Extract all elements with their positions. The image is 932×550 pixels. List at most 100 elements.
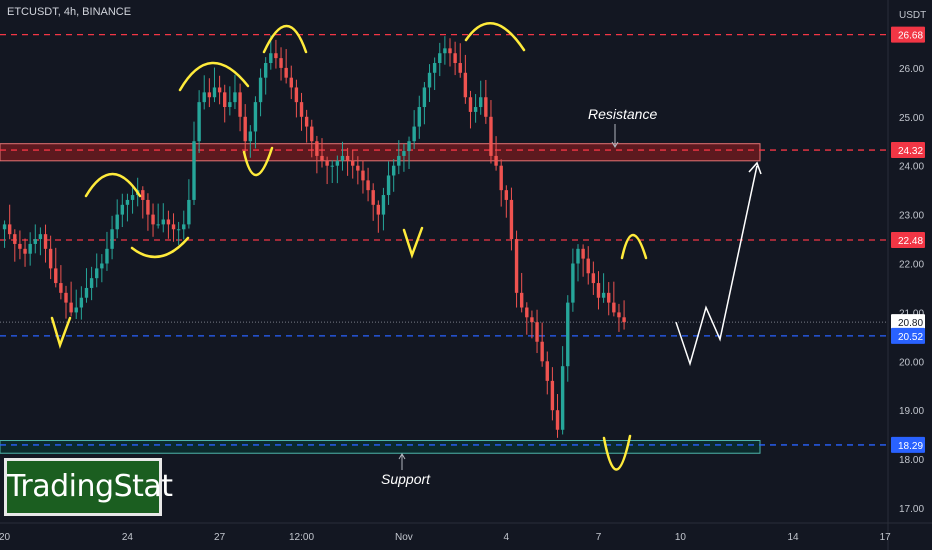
candle-body[interactable] bbox=[115, 214, 119, 230]
candle-body[interactable] bbox=[207, 92, 212, 98]
candle-body[interactable] bbox=[412, 126, 416, 142]
candle-body[interactable] bbox=[448, 48, 452, 54]
candle-body[interactable] bbox=[540, 341, 544, 362]
candle-body[interactable] bbox=[197, 102, 201, 142]
candle-body[interactable] bbox=[258, 77, 263, 103]
candle-body[interactable] bbox=[325, 160, 329, 166]
candle-body[interactable] bbox=[381, 195, 386, 215]
candle-body[interactable] bbox=[402, 151, 406, 156]
candle-body[interactable] bbox=[504, 190, 509, 200]
candle-body[interactable] bbox=[335, 160, 340, 166]
candle-body[interactable] bbox=[432, 63, 437, 73]
candle-body[interactable] bbox=[581, 248, 585, 259]
candle-body[interactable] bbox=[571, 263, 575, 303]
candle-body[interactable] bbox=[146, 199, 150, 215]
candle-body[interactable] bbox=[622, 317, 626, 323]
candle-body[interactable] bbox=[243, 116, 247, 142]
candle-body[interactable] bbox=[263, 63, 268, 78]
candle-body[interactable] bbox=[310, 126, 314, 142]
candle-body[interactable] bbox=[371, 190, 375, 205]
candle-body[interactable] bbox=[479, 97, 483, 108]
candle-body[interactable] bbox=[519, 292, 524, 308]
candle-body[interactable] bbox=[59, 283, 63, 293]
candle-body[interactable] bbox=[54, 268, 58, 284]
candle-body[interactable] bbox=[591, 273, 596, 284]
candle-body[interactable] bbox=[351, 160, 355, 166]
candle-body[interactable] bbox=[612, 302, 616, 313]
candle-body[interactable] bbox=[217, 87, 222, 93]
candle-body[interactable] bbox=[340, 155, 345, 161]
candle-body[interactable] bbox=[560, 366, 565, 430]
candle-body[interactable] bbox=[18, 243, 22, 249]
candle-body[interactable] bbox=[43, 234, 48, 249]
candle-body[interactable] bbox=[28, 243, 32, 254]
candle-body[interactable] bbox=[601, 292, 606, 298]
candle-body[interactable] bbox=[13, 234, 17, 244]
candle-body[interactable] bbox=[509, 199, 514, 240]
candle-body[interactable] bbox=[120, 204, 125, 215]
candle-body[interactable] bbox=[48, 248, 53, 269]
candle-body[interactable] bbox=[187, 199, 191, 225]
candle-body[interactable] bbox=[100, 263, 104, 269]
candle-body[interactable] bbox=[545, 361, 549, 381]
candle-body[interactable] bbox=[192, 141, 196, 200]
candle-body[interactable] bbox=[607, 292, 611, 303]
candle-body[interactable] bbox=[248, 131, 253, 142]
candle-body[interactable] bbox=[566, 302, 570, 367]
candle-body[interactable] bbox=[489, 116, 493, 156]
candle-body[interactable] bbox=[294, 87, 299, 103]
candle-body[interactable] bbox=[494, 155, 498, 166]
candle-body[interactable] bbox=[304, 116, 309, 127]
candle-body[interactable] bbox=[228, 102, 232, 108]
candle-body[interactable] bbox=[7, 224, 12, 235]
candle-body[interactable] bbox=[141, 190, 145, 200]
candle-body[interactable] bbox=[212, 87, 217, 98]
candle-body[interactable] bbox=[499, 165, 503, 191]
candle-body[interactable] bbox=[253, 102, 258, 132]
candle-body[interactable] bbox=[576, 248, 580, 264]
candle-body[interactable] bbox=[458, 63, 462, 73]
candle-body[interactable] bbox=[530, 317, 534, 323]
candle-body[interactable] bbox=[555, 410, 560, 430]
candle-body[interactable] bbox=[23, 248, 27, 254]
candle-body[interactable] bbox=[79, 297, 84, 308]
candle-body[interactable] bbox=[386, 175, 391, 196]
candle-body[interactable] bbox=[453, 53, 457, 64]
candle-body[interactable] bbox=[484, 97, 488, 117]
candle-body[interactable] bbox=[105, 248, 109, 264]
candle-body[interactable] bbox=[550, 380, 555, 411]
candle-body[interactable] bbox=[417, 107, 421, 127]
candle-body[interactable] bbox=[64, 292, 68, 303]
candle-body[interactable] bbox=[514, 239, 519, 293]
candle-body[interactable] bbox=[345, 155, 350, 161]
candle-body[interactable] bbox=[284, 67, 288, 78]
candle-body[interactable] bbox=[397, 155, 401, 166]
candle-body[interactable] bbox=[156, 224, 160, 226]
candle-body[interactable] bbox=[427, 72, 432, 88]
candle-body[interactable] bbox=[376, 204, 381, 215]
candle-body[interactable] bbox=[356, 165, 360, 171]
candle-body[interactable] bbox=[463, 72, 468, 98]
candle-body[interactable] bbox=[202, 92, 206, 103]
candle-body[interactable] bbox=[366, 180, 370, 191]
candle-body[interactable] bbox=[407, 141, 411, 152]
candle-body[interactable] bbox=[279, 58, 283, 68]
candle-body[interactable] bbox=[2, 224, 7, 230]
candle-body[interactable] bbox=[586, 258, 590, 274]
candle-body[interactable] bbox=[151, 214, 155, 225]
candle-body[interactable] bbox=[269, 53, 273, 64]
candle-body[interactable] bbox=[182, 224, 186, 230]
candle-body[interactable] bbox=[69, 302, 73, 313]
candle-body[interactable] bbox=[438, 53, 442, 64]
candle-body[interactable] bbox=[315, 141, 319, 156]
candle-body[interactable] bbox=[176, 229, 181, 231]
candle-body[interactable] bbox=[238, 92, 242, 117]
candle-body[interactable] bbox=[130, 195, 135, 200]
candle-body[interactable] bbox=[443, 48, 447, 54]
candle-body[interactable] bbox=[596, 283, 601, 298]
candle-body[interactable] bbox=[525, 307, 529, 318]
candle-body[interactable] bbox=[161, 219, 165, 225]
candle-body[interactable] bbox=[330, 165, 334, 167]
candle-body[interactable] bbox=[289, 77, 293, 88]
